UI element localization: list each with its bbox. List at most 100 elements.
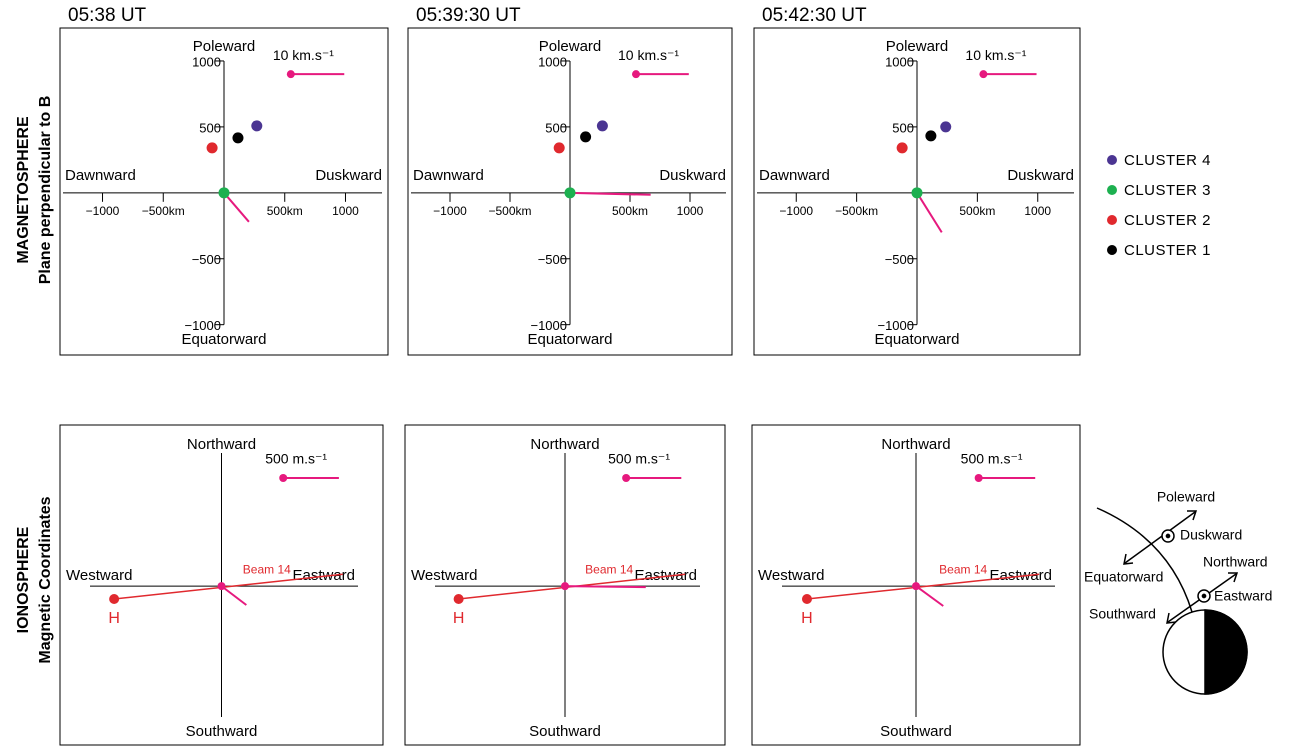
- spacecraft: [940, 121, 952, 133]
- spacecraft: [553, 142, 565, 154]
- row-subtitle: Plane perpendicular to B: [37, 96, 54, 284]
- schematic: [1096, 507, 1248, 695]
- vector: [916, 192, 943, 233]
- scale-bar-dot: [974, 474, 983, 482]
- x-tick-label: −500km: [488, 204, 531, 218]
- panel-frame: [753, 27, 1081, 356]
- y-tick-label: −1000: [877, 318, 914, 333]
- origin-dot: [217, 582, 226, 591]
- direction-label: Northward: [187, 436, 256, 453]
- beam-label: Beam 14: [243, 562, 291, 576]
- x-tick-label: −500km: [142, 204, 185, 218]
- y-tick-label: −500: [538, 252, 567, 267]
- y-tick-label: 1000: [538, 54, 567, 69]
- direction-label: Northward: [881, 436, 950, 453]
- direction-label: Westward: [411, 567, 477, 584]
- beam-label: Beam 14: [939, 562, 987, 576]
- y-tick-label: 1000: [885, 54, 914, 69]
- field-line: [1096, 507, 1193, 613]
- spacecraft: [206, 142, 218, 154]
- radar-label: H: [453, 610, 465, 627]
- radar-site: [109, 594, 120, 604]
- y-tick-label: −1000: [530, 318, 567, 333]
- out-of-plane-dot: [1165, 533, 1171, 539]
- out-of-plane-dot: [1201, 593, 1207, 599]
- legend-label: CLUSTER 3: [1124, 182, 1211, 199]
- y-tick-label: −500: [885, 252, 914, 267]
- x-tick-label: −1000: [433, 204, 467, 218]
- row-title: IONOSPHERE: [15, 526, 32, 633]
- direction-label: Poleward: [539, 38, 602, 55]
- panel-frame: [59, 27, 389, 356]
- panel-title: 05:39:30 UT: [416, 5, 521, 26]
- panel-frame: [407, 27, 733, 356]
- diagram-label: Southward: [1089, 606, 1156, 622]
- scale-bar-label: 500 m.s⁻¹: [608, 451, 670, 467]
- direction-label: Equatorward: [527, 331, 612, 348]
- vector: [915, 585, 944, 607]
- x-tick-label: 500km: [959, 204, 995, 218]
- x-tick-label: 500km: [612, 204, 648, 218]
- direction-label: Eastward: [634, 567, 697, 584]
- x-tick-label: 1000: [332, 204, 359, 218]
- direction-label: Westward: [66, 567, 132, 584]
- x-tick-label: −500km: [835, 204, 878, 218]
- radar-site: [801, 594, 812, 604]
- scale-bar-dot: [622, 474, 631, 482]
- legend-label: CLUSTER 4: [1124, 152, 1211, 169]
- panel-frame: [751, 424, 1081, 746]
- scale-bar-dot: [279, 474, 288, 482]
- arrow: [1124, 511, 1196, 564]
- legend-label: CLUSTER 2: [1124, 212, 1211, 229]
- arrow-head: [1187, 510, 1198, 521]
- direction-label: Poleward: [886, 38, 949, 55]
- spacecraft: [564, 187, 576, 199]
- arrow-head: [1228, 572, 1239, 583]
- spacecraft: [911, 187, 923, 199]
- spacecraft: [218, 187, 230, 199]
- direction-label: Duskward: [1007, 167, 1074, 184]
- vector: [564, 585, 646, 589]
- vector: [223, 192, 250, 223]
- direction-label: Equatorward: [181, 331, 266, 348]
- spacecraft: [896, 142, 908, 154]
- y-tick-label: 1000: [192, 54, 221, 69]
- y-tick-label: 500: [545, 120, 567, 135]
- legend-marker: [1107, 185, 1117, 195]
- night-side: [1204, 609, 1248, 695]
- arrow-head: [1123, 553, 1134, 565]
- row-subtitle: Magnetic Coordinates: [37, 496, 54, 663]
- origin-dot: [912, 582, 920, 591]
- radar-label: H: [108, 610, 120, 627]
- direction-label: Equatorward: [874, 331, 959, 348]
- scale-bar-dot: [632, 70, 640, 79]
- vector: [569, 191, 651, 196]
- direction-label: Southward: [880, 723, 952, 740]
- radar-site: [453, 594, 464, 604]
- direction-label: Dawnward: [65, 167, 136, 184]
- origin-dot: [561, 582, 569, 591]
- direction-label: Poleward: [193, 38, 256, 55]
- scale-bar-label: 10 km.s⁻¹: [618, 47, 679, 63]
- x-tick-label: 1000: [1024, 204, 1051, 218]
- vector: [220, 585, 247, 606]
- diagram-label: Northward: [1203, 554, 1268, 570]
- scale-bar-label: 500 m.s⁻¹: [265, 451, 327, 467]
- x-tick-label: 500km: [267, 204, 303, 218]
- radar-label: H: [801, 610, 813, 627]
- spacecraft: [596, 120, 608, 132]
- x-tick-label: −1000: [86, 204, 120, 218]
- scale-bar-label: 500 m.s⁻¹: [961, 451, 1023, 467]
- legend-marker: [1107, 155, 1117, 165]
- scale-bar-dot: [286, 70, 295, 79]
- spacecraft: [232, 132, 244, 144]
- spacecraft: [925, 130, 937, 142]
- legend-marker: [1107, 245, 1117, 255]
- x-tick-label: 1000: [677, 204, 704, 218]
- y-tick-label: −1000: [184, 318, 221, 333]
- spacecraft: [580, 131, 592, 143]
- legend-marker: [1107, 215, 1117, 225]
- vector: [806, 573, 1040, 600]
- direction-label: Westward: [758, 567, 824, 584]
